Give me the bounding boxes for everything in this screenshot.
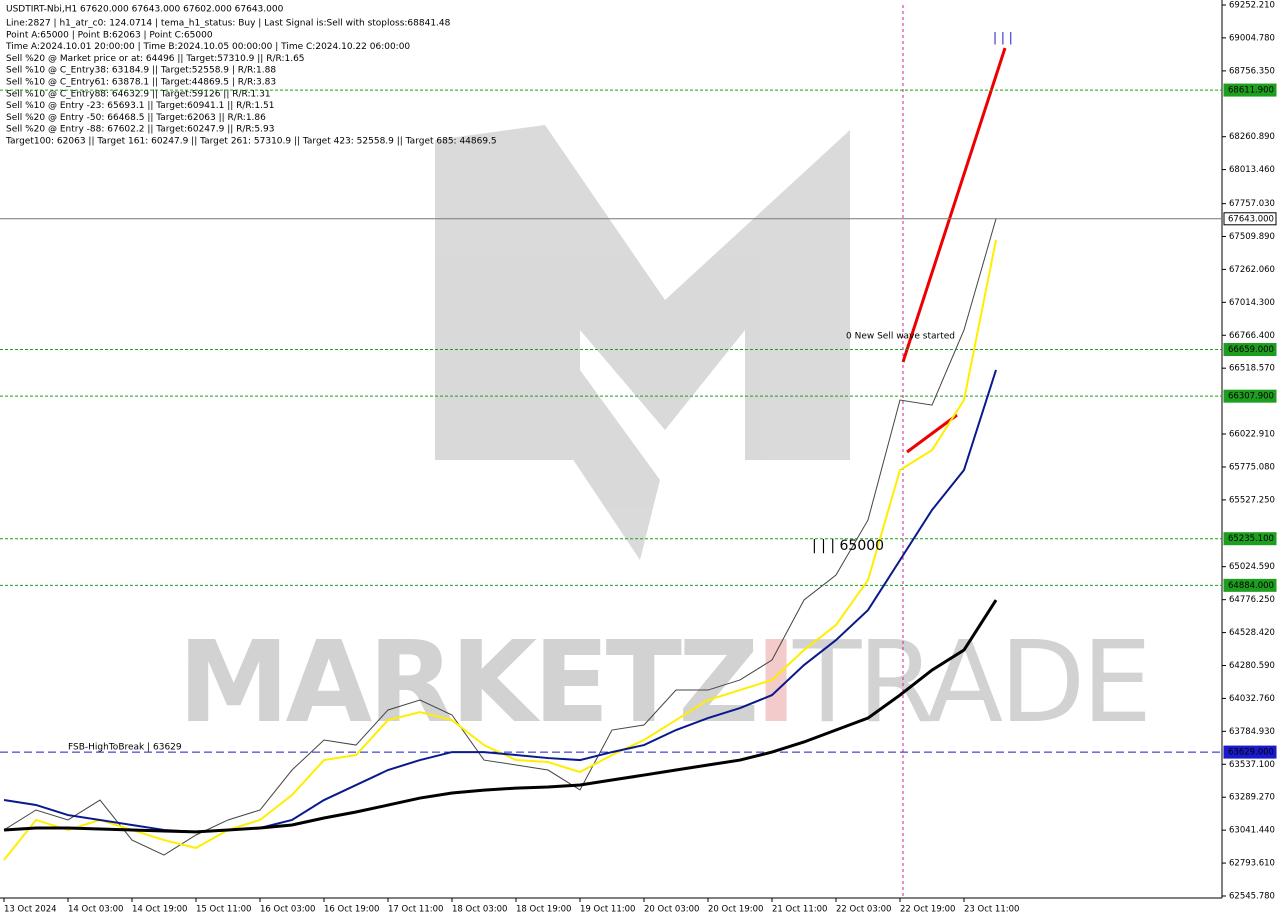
info-line: Sell %10 @ Entry -23: 65693.1 || Target:… <box>6 101 274 111</box>
y-tick-label: 63041.440 <box>1229 826 1275 836</box>
info-line: Sell %10 @ C_Entry61: 63878.1 || Target:… <box>6 78 276 88</box>
y-tick-label: 62793.610 <box>1229 859 1275 869</box>
x-tick-label: 19 Oct 11:00 <box>580 905 635 915</box>
level-label: 66659.000 <box>1228 345 1274 355</box>
info-line: Line:2827 | h1_atr_c0: 124.0714 | tema_h… <box>6 19 451 29</box>
x-tick-label: 15 Oct 11:00 <box>196 905 251 915</box>
y-tick-label: 64280.590 <box>1229 661 1275 671</box>
info-line: Sell %10 @ C_Entry38: 63184.9 || Target:… <box>6 66 276 76</box>
y-tick-label: 63289.270 <box>1229 793 1275 803</box>
annotation: FSB-HighToBreak | 63629 <box>68 743 182 753</box>
y-tick-label: 67757.030 <box>1229 199 1275 209</box>
level-box <box>1223 532 1277 546</box>
y-tick-label: 67262.060 <box>1229 265 1275 275</box>
level-box <box>1223 343 1277 357</box>
sell-wave-line <box>901 47 1007 363</box>
x-tick-label: 16 Oct 19:00 <box>324 905 379 915</box>
level-label: 67643.000 <box>1228 214 1274 224</box>
level-box <box>1223 578 1277 592</box>
level-label: 63629.000 <box>1228 748 1274 758</box>
y-tick-label: 67509.890 <box>1229 232 1275 242</box>
info-line: Sell %10 @ C_Entry88: 64632.9 || Target:… <box>6 89 271 99</box>
x-tick-label: 13 Oct 2024 <box>4 905 57 915</box>
y-tick-label: 63537.100 <box>1229 760 1275 770</box>
y-tick-label: 66022.910 <box>1229 430 1275 440</box>
y-tick-label: 69252.210 <box>1229 1 1275 11</box>
x-tick-label: 20 Oct 03:00 <box>644 905 699 915</box>
y-tick-label: 63784.930 <box>1229 727 1275 737</box>
x-tick-label: 18 Oct 03:00 <box>452 905 507 915</box>
x-tick-label: 14 Oct 03:00 <box>68 905 123 915</box>
logo <box>435 125 850 560</box>
annotation: | | | <box>993 31 1013 45</box>
level-box <box>1223 745 1277 759</box>
y-tick-label: 65024.590 <box>1229 562 1275 572</box>
level-box <box>1223 389 1277 403</box>
info-line: Sell %20 @ Entry -50: 66468.5 || Target:… <box>6 113 266 123</box>
annotation: 0 New Sell wave started <box>846 332 955 342</box>
y-tick-label: 64776.250 <box>1229 595 1275 605</box>
level-box <box>1223 212 1277 226</box>
chart-title: USDTIRT-Nbi,H1 67620.000 67643.000 67602… <box>6 5 284 15</box>
level-label: 64884.000 <box>1228 581 1274 591</box>
y-tick-label: 69004.780 <box>1229 33 1275 43</box>
info-line: Sell %20 @ Market price or at: 64496 || … <box>6 54 305 64</box>
price-line <box>3 599 998 834</box>
y-tick-label: 62545.780 <box>1229 892 1275 902</box>
y-tick-label: 68756.350 <box>1229 66 1275 76</box>
info-line: Time A:2024.10.01 20:00:00 | Time B:2024… <box>5 42 410 52</box>
y-tick-label: 64032.760 <box>1229 694 1275 704</box>
y-tick-label: 68013.460 <box>1229 165 1275 175</box>
y-tick-label: 67014.300 <box>1229 298 1275 308</box>
y-tick-label: 65527.250 <box>1229 495 1275 505</box>
x-tick-label: 16 Oct 03:00 <box>260 905 315 915</box>
x-tick-label: 18 Oct 19:00 <box>516 905 571 915</box>
x-tick-label: 21 Oct 11:00 <box>772 905 827 915</box>
y-tick-label: 65775.080 <box>1229 462 1275 472</box>
y-tick-label: 64528.420 <box>1229 628 1275 638</box>
x-tick-label: 17 Oct 11:00 <box>388 905 443 915</box>
price-line <box>3 218 997 856</box>
y-tick-label: 66766.400 <box>1229 331 1275 341</box>
level-label: 68611.900 <box>1228 86 1274 96</box>
sell-wave-line <box>906 413 958 454</box>
x-tick-label: 20 Oct 19:00 <box>708 905 763 915</box>
x-tick-label: 23 Oct 11:00 <box>964 905 1019 915</box>
x-tick-label: 22 Oct 03:00 <box>836 905 891 915</box>
x-tick-label: 22 Oct 19:00 <box>900 905 955 915</box>
info-line: Target100: 62063 || Target 161: 60247.9 … <box>5 137 497 147</box>
y-tick-label: 68260.890 <box>1229 132 1275 142</box>
watermark-part: TRADE <box>792 618 1148 748</box>
info-line: Point A:65000 | Point B:62063 | Point C:… <box>6 30 213 40</box>
level-label: 66307.900 <box>1228 392 1274 402</box>
level-label: 65235.100 <box>1228 534 1274 544</box>
info-line: Sell %20 @ Entry -88: 67602.2 || Target:… <box>6 125 274 135</box>
watermark-part: MARKETZ <box>178 618 755 748</box>
level-box <box>1223 83 1277 97</box>
x-tick-label: 14 Oct 19:00 <box>132 905 187 915</box>
y-tick-label: 66518.570 <box>1229 364 1275 374</box>
annotation: | | | 65000 <box>812 538 884 554</box>
